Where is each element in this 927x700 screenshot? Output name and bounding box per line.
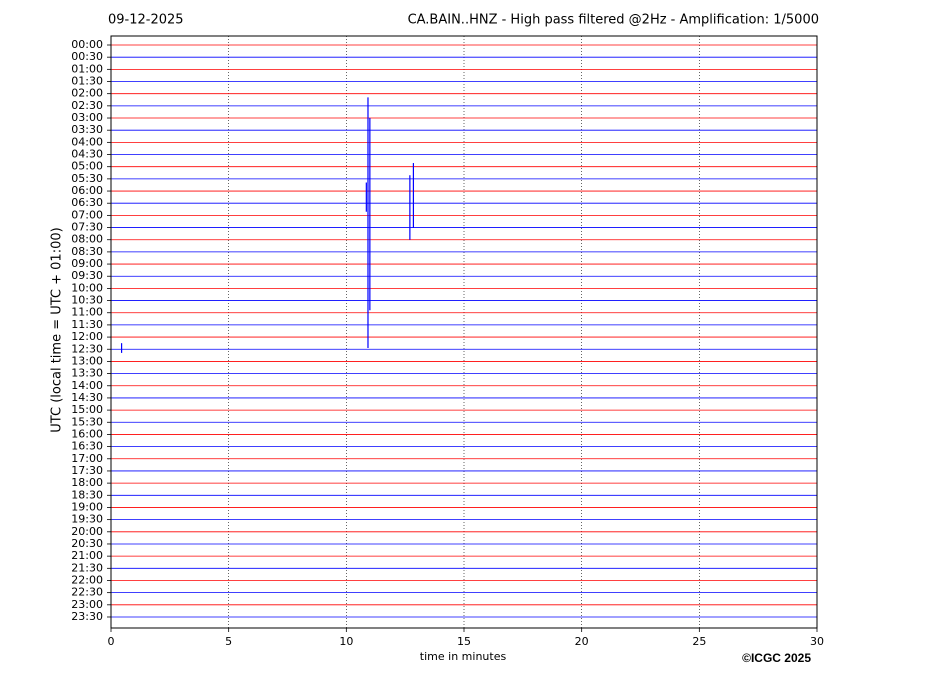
credit: ©ICGC 2025: [742, 651, 811, 665]
y-tick-label: 14:30: [71, 391, 103, 404]
y-tick-label: 17:30: [71, 464, 103, 477]
y-tick-label: 21:30: [71, 561, 103, 574]
plot-frame: [110, 35, 818, 629]
y-tick-label: 04:00: [71, 135, 103, 148]
x-tick-label: 20: [575, 635, 589, 648]
y-tick-label: 16:00: [71, 427, 103, 440]
y-tick-label: 06:30: [71, 196, 103, 209]
x-tick-label: 10: [339, 635, 353, 648]
y-tick-label: 12:00: [71, 330, 103, 343]
x-tick-label: 5: [225, 635, 232, 648]
y-tick-label: 11:00: [71, 306, 103, 319]
y-tick-label: 20:30: [71, 537, 103, 550]
y-tick-label: 04:30: [71, 148, 103, 161]
y-tick-label: 02:30: [71, 99, 103, 112]
y-tick-label: 22:30: [71, 586, 103, 599]
y-tick-label: 18:30: [71, 488, 103, 501]
y-tick-label: 05:30: [71, 172, 103, 185]
y-tick-label: 17:00: [71, 452, 103, 465]
y-tick-label: 01:00: [71, 62, 103, 75]
y-tick-label: 20:00: [71, 525, 103, 538]
y-tick-label: 19:00: [71, 500, 103, 513]
chart-title: CA.BAIN..HNZ - High pass filtered @2Hz -…: [408, 13, 819, 28]
y-tick-label: 05:00: [71, 160, 103, 173]
y-tick-label: 09:00: [71, 257, 103, 270]
y-tick-label: 00:00: [71, 38, 103, 51]
y-tick-label: 09:30: [71, 269, 103, 282]
y-tick-label: 23:00: [71, 598, 103, 611]
y-tick-label: 12:30: [71, 342, 103, 355]
x-tick-label: 30: [810, 635, 824, 648]
y-tick-label: 22:00: [71, 573, 103, 586]
y-tick-label: 21:00: [71, 549, 103, 562]
y-tick-label: 16:30: [71, 440, 103, 453]
y-tick-label: 13:30: [71, 367, 103, 380]
x-tick-label: 0: [108, 635, 115, 648]
y-tick-label: 10:00: [71, 281, 103, 294]
y-tick-label: 15:00: [71, 403, 103, 416]
date: 09-12-2025: [108, 13, 184, 28]
y-tick-label: 15:30: [71, 415, 103, 428]
x-tick-label: 15: [457, 635, 471, 648]
y-tick-label: 01:30: [71, 75, 103, 88]
y-tick-label: 18:00: [71, 476, 103, 489]
x-axis-label: time in minutes: [420, 650, 507, 663]
y-tick-label: 08:30: [71, 245, 103, 258]
y-tick-label: 19:30: [71, 513, 103, 526]
y-tick-label: 02:00: [71, 87, 103, 100]
y-tick-label: 08:00: [71, 233, 103, 246]
y-tick-label: 00:30: [71, 50, 103, 63]
y-tick-label: 13:00: [71, 354, 103, 367]
y-tick-label: 10:30: [71, 294, 103, 307]
y-tick-label: 03:30: [71, 123, 103, 136]
y-tick-label: 06:00: [71, 184, 103, 197]
x-tick-label: 25: [692, 635, 706, 648]
y-tick-label: 07:00: [71, 208, 103, 221]
y-axis-label: UTC (local time = UTC + 01:00): [50, 227, 65, 432]
y-tick-label: 23:30: [71, 610, 103, 623]
y-tick-label: 11:30: [71, 318, 103, 331]
y-tick-label: 07:30: [71, 221, 103, 234]
y-tick-label: 14:00: [71, 379, 103, 392]
y-tick-label: 03:00: [71, 111, 103, 124]
